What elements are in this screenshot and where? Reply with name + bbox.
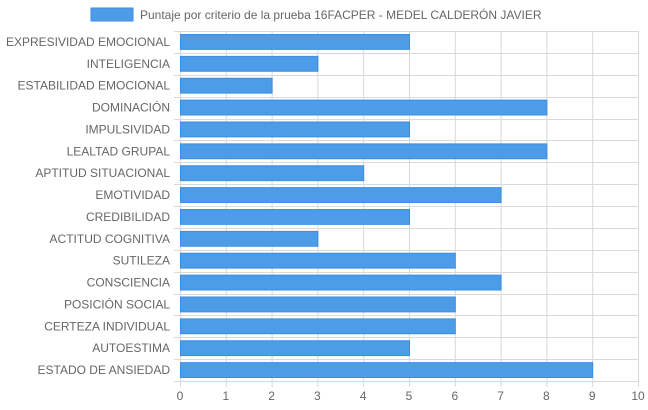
bar[interactable] (180, 296, 456, 313)
x-axis-tick-label: 0 (177, 389, 184, 403)
bar[interactable] (180, 55, 319, 72)
y-axis-category-label: ACTITUD COGNITIVA (50, 232, 170, 246)
y-axis-category-label: EMOTIVIDAD (95, 188, 170, 202)
y-axis-category-label: POSICIÓN SOCIAL (64, 296, 170, 311)
bar[interactable] (180, 165, 365, 182)
bar[interactable] (180, 187, 502, 203)
y-axis-category-label: IMPULSIVIDAD (85, 122, 170, 136)
y-axis-category-label: INTELIGENCIA (87, 57, 170, 71)
x-axis-tick-label: 4 (360, 389, 367, 403)
y-axis-category-label: AUTOESTIMA (92, 341, 170, 355)
x-axis-tick-label: 7 (497, 389, 504, 403)
y-axis-labels: EXPRESIVIDAD EMOCIONAL INTELIGENCIA ESTABI… (6, 35, 170, 377)
bar[interactable] (180, 143, 548, 160)
bar[interactable] (180, 274, 502, 291)
bar[interactable] (180, 362, 594, 378)
x-axis-tick-label: 2 (268, 389, 275, 403)
y-axis-category-label: ESTADO DE ANSIEDAD (38, 363, 171, 377)
x-axis-tick-label: 3 (314, 389, 321, 403)
legend-label: Puntaje por criterio de la prueba 16FACP… (140, 7, 542, 22)
bars (180, 34, 594, 378)
y-axis-category-label: ESTABILIDAD EMOCIONAL (18, 79, 171, 93)
x-axis-tick-label: 5 (406, 389, 413, 403)
bar[interactable] (180, 230, 319, 247)
bar[interactable] (180, 121, 410, 138)
x-axis-tick-label: 1 (222, 389, 229, 403)
bar[interactable] (180, 340, 410, 357)
grid-lines (174, 31, 639, 387)
x-axis-tick-label: 8 (543, 389, 550, 403)
bar[interactable] (180, 77, 273, 94)
y-axis-category-label: APTITUD SITUACIONAL (35, 166, 170, 180)
y-axis-category-label: EXPRESIVIDAD EMOCIONAL (6, 35, 170, 49)
y-axis-category-label: CERTEZA INDIVIDUAL (44, 319, 170, 333)
x-axis-tick-label: 10 (631, 389, 645, 403)
x-axis-tick-label: 9 (589, 389, 596, 403)
y-axis-category-label: LEALTAD GRUPAL (67, 144, 171, 158)
bar[interactable] (180, 34, 410, 50)
bar[interactable] (180, 318, 456, 335)
chart-legend[interactable]: Puntaje por criterio de la prueba 16FACP… (90, 7, 542, 22)
y-axis-category-label: CREDIBILIDAD (86, 210, 170, 224)
bar[interactable] (180, 252, 456, 269)
bar[interactable] (180, 99, 548, 116)
y-axis-category-label: CONSCIENCIA (87, 276, 170, 290)
legend-swatch (90, 7, 134, 22)
x-axis-labels: 0 1 2 3 4 5 6 7 8 9 10 (177, 389, 645, 403)
y-axis-category-label: DOMINACIÓN (92, 100, 170, 115)
y-axis-category-label: SUTILEZA (113, 254, 170, 268)
bar[interactable] (180, 209, 410, 225)
x-axis-tick-label: 6 (451, 389, 458, 403)
